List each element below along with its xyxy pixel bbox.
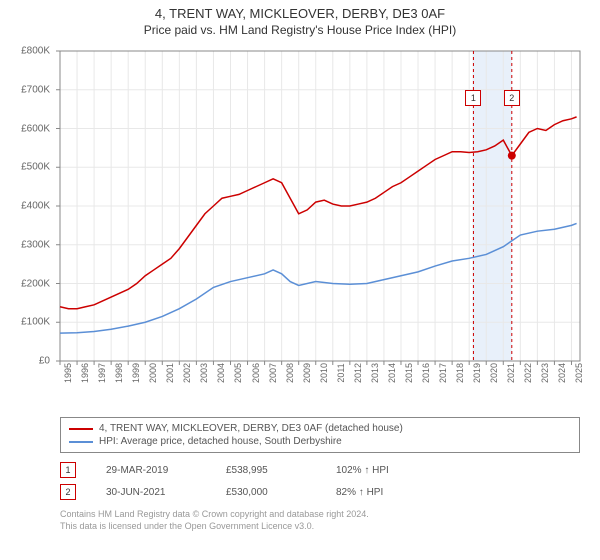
y-tick-label: £700K (21, 84, 50, 95)
marker-hpi-pct: 102% ↑ HPI (336, 465, 426, 476)
legend-row: HPI: Average price, detached house, Sout… (69, 435, 571, 448)
y-tick-label: £300K (21, 239, 50, 250)
x-tick-label: 1999 (131, 363, 141, 383)
x-tick-label: 2004 (216, 363, 226, 383)
marker-badge: 2 (60, 484, 76, 500)
legend-label: HPI: Average price, detached house, Sout… (99, 436, 342, 447)
y-tick-label: £100K (21, 317, 50, 328)
marker-date: 29-MAR-2019 (106, 465, 196, 476)
x-tick-label: 2007 (268, 363, 278, 383)
x-tick-label: 2016 (421, 363, 431, 383)
marker-price: £530,000 (226, 487, 306, 498)
marker-price: £538,995 (226, 465, 306, 476)
x-tick-label: 2010 (319, 363, 329, 383)
y-tick-label: £0 (39, 356, 50, 367)
chart-subtitle: Price paid vs. HM Land Registry's House … (0, 21, 600, 41)
x-tick-label: 1996 (80, 363, 90, 383)
x-tick-label: 2018 (455, 363, 465, 383)
x-tick-label: 1997 (97, 363, 107, 383)
x-tick-label: 2022 (523, 363, 533, 383)
marker-hpi-pct: 82% ↑ HPI (336, 487, 426, 498)
marker-row: 1 29-MAR-2019 £538,995 102% ↑ HPI (60, 459, 580, 481)
x-tick-label: 2001 (165, 363, 175, 383)
x-tick-label: 2002 (182, 363, 192, 383)
footer-line-2: This data is licensed under the Open Gov… (60, 521, 580, 533)
x-tick-label: 1998 (114, 363, 124, 383)
x-tick-label: 2008 (285, 363, 295, 383)
legend-swatch (69, 428, 93, 430)
x-tick-label: 2006 (251, 363, 261, 383)
x-tick-label: 2023 (540, 363, 550, 383)
marker-table: 1 29-MAR-2019 £538,995 102% ↑ HPI 2 30-JUN-20… (60, 459, 580, 503)
x-tick-label: 2014 (387, 363, 397, 383)
chart-area: £0 £100K £200K £300K £400K £500K £600K £700K £80… (10, 41, 590, 411)
chart-container: 4, TRENT WAY, MICKLEOVER, DERBY, DE3 0AF… (0, 0, 600, 560)
x-tick-label: 2017 (438, 363, 448, 383)
x-tick-label: 2000 (148, 363, 158, 383)
x-tick-label: 2025 (574, 363, 584, 383)
chart-marker-badge: 2 (504, 90, 520, 106)
footer-attribution: Contains HM Land Registry data © Crown c… (60, 509, 580, 532)
x-tick-label: 1995 (63, 363, 73, 383)
y-tick-label: £600K (21, 123, 50, 134)
x-tick-label: 2005 (233, 363, 243, 383)
footer-line-1: Contains HM Land Registry data © Crown c… (60, 509, 580, 521)
y-tick-label: £800K (21, 46, 50, 57)
legend: 4, TRENT WAY, MICKLEOVER, DERBY, DE3 0AF… (60, 417, 580, 453)
marker-row: 2 30-JUN-2021 £530,000 82% ↑ HPI (60, 481, 580, 503)
x-tick-label: 2013 (370, 363, 380, 383)
y-tick-label: £500K (21, 162, 50, 173)
x-tick-label: 2011 (336, 363, 346, 382)
x-tick-label: 2024 (557, 363, 567, 383)
x-tick-label: 2020 (489, 363, 499, 383)
x-tick-label: 2009 (302, 363, 312, 383)
x-tick-label: 2003 (199, 363, 209, 383)
chart-marker-badge: 1 (465, 90, 481, 106)
x-tick-label: 2021 (506, 363, 516, 383)
marker-date: 30-JUN-2021 (106, 487, 196, 498)
x-tick-label: 2015 (404, 363, 414, 383)
marker-badge: 1 (60, 462, 76, 478)
legend-swatch (69, 441, 93, 443)
x-tick-label: 2019 (472, 363, 482, 383)
legend-label: 4, TRENT WAY, MICKLEOVER, DERBY, DE3 0AF… (99, 423, 403, 434)
chart-title: 4, TRENT WAY, MICKLEOVER, DERBY, DE3 0AF (0, 0, 600, 21)
y-tick-label: £400K (21, 201, 50, 212)
x-tick-label: 2012 (353, 363, 363, 383)
y-tick-label: £200K (21, 278, 50, 289)
legend-row: 4, TRENT WAY, MICKLEOVER, DERBY, DE3 0AF… (69, 422, 571, 435)
